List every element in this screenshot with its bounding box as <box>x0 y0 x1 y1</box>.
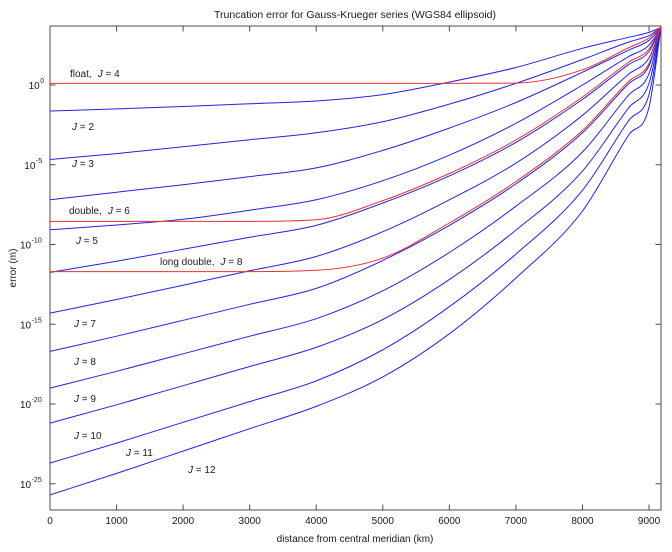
curve-long-double-j-8 <box>50 26 662 273</box>
y-tick-label: 10 <box>20 400 32 411</box>
y-tick-label: 10 <box>29 81 41 92</box>
y-tick-label: 10 <box>20 480 32 491</box>
y-tick-exponent: -20 <box>32 397 42 404</box>
y-tick-exponent: -25 <box>32 477 42 484</box>
curve-j-12 <box>49 27 662 496</box>
curve-j-3 <box>49 27 662 160</box>
curve-j-10 <box>49 27 662 424</box>
x-tick-label: 2000 <box>172 516 195 527</box>
x-tick-label: 9000 <box>638 516 661 527</box>
x-tick-label: 7000 <box>505 516 528 527</box>
curve-label: long double, J = 8 <box>160 257 243 268</box>
y-tick-label: 10 <box>24 161 36 172</box>
curve-label: J = 10 <box>73 431 102 442</box>
y-tick-exponent: -15 <box>32 317 42 324</box>
curve-j-6 <box>49 27 662 273</box>
plot-box <box>49 25 662 511</box>
y-tick-label: 10 <box>20 320 32 331</box>
curve-j-11 <box>49 27 662 464</box>
x-tick-label: 3000 <box>239 516 262 527</box>
x-tick-label: 4000 <box>305 516 328 527</box>
curve-label: J = 8 <box>73 357 96 368</box>
y-tick-exponent: -5 <box>36 158 42 165</box>
curve-j-8 <box>49 27 662 352</box>
x-axis-label: distance from central meridian (km) <box>277 534 434 545</box>
curve-float-j-4 <box>49 26 662 84</box>
curve-double-j-6 <box>49 26 662 222</box>
curve-label: J = 9 <box>73 394 96 405</box>
chart-title: Truncation error for Gauss-Krueger serie… <box>214 9 496 21</box>
x-tick-label: 5000 <box>372 516 395 527</box>
curve-label: double, J = 6 <box>69 206 130 217</box>
x-tick-label: 8000 <box>571 516 594 527</box>
curve-label: J = 7 <box>73 319 96 330</box>
curve-label: J = 11 <box>125 448 153 459</box>
curve-j-7 <box>49 27 662 314</box>
curve-j-9 <box>49 27 662 389</box>
y-tick-label: 10 <box>20 241 32 252</box>
curve-j-4 <box>49 27 662 201</box>
y-tick-exponent: 0 <box>40 78 44 85</box>
y-tick-exponent: -10 <box>32 238 42 245</box>
curve-label: J = 5 <box>75 236 98 247</box>
curve-label: float, J = 4 <box>70 69 120 80</box>
curve-j-5 <box>49 27 662 231</box>
y-axis-label: error (m) <box>8 249 19 288</box>
curve-label: J = 3 <box>71 159 94 170</box>
curve-label: J = 12 <box>187 465 216 476</box>
curve-j-2 <box>49 27 662 112</box>
x-tick-label: 0 <box>47 516 53 527</box>
x-tick-label: 1000 <box>105 516 128 527</box>
x-tick-label: 6000 <box>438 516 461 527</box>
curve-label: J = 2 <box>71 122 94 133</box>
